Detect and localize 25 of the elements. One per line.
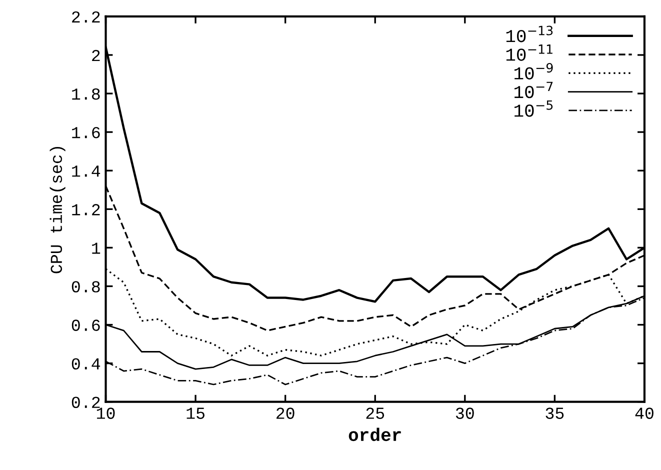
y-tick-label: 0.4 xyxy=(72,358,100,370)
x-tick-label: 25 xyxy=(366,408,384,419)
legend-label: 10$^{−13}$ xyxy=(506,26,553,42)
y-tick-label: 0.2 xyxy=(72,396,100,408)
y-tick-label: 1 xyxy=(92,242,100,254)
y-tick-label: 2.2 xyxy=(72,11,100,22)
x-tick-label: 10 xyxy=(96,408,115,419)
y-tick-label: 1.8 xyxy=(72,88,100,100)
y-tick-label: 0.8 xyxy=(72,281,100,292)
y-axis-title: CPU time(sec) xyxy=(50,146,66,274)
legend-label: 10$^{−9}$ xyxy=(514,63,553,80)
x-tick-label: 20 xyxy=(276,408,294,419)
y-tick-label: 0.6 xyxy=(72,320,100,331)
y-tick-label: 1.2 xyxy=(72,204,100,216)
x-tick-label: 15 xyxy=(186,408,204,419)
x-tick-label: 30 xyxy=(456,408,474,419)
legend-label: 10$^{−11}$ xyxy=(506,44,552,61)
y-tick-label: 1.4 xyxy=(72,166,100,177)
legend-label: 10$^{−7}$ xyxy=(514,82,553,98)
legend-label: 10$^{−5}$ xyxy=(514,100,553,117)
y-tick-label: 1.6 xyxy=(72,126,100,138)
x-tick-label: 40 xyxy=(635,408,654,419)
y-tick-label: 2 xyxy=(92,50,100,62)
x-tick-label: 35 xyxy=(546,408,564,419)
x-axis-title: order xyxy=(348,428,401,442)
